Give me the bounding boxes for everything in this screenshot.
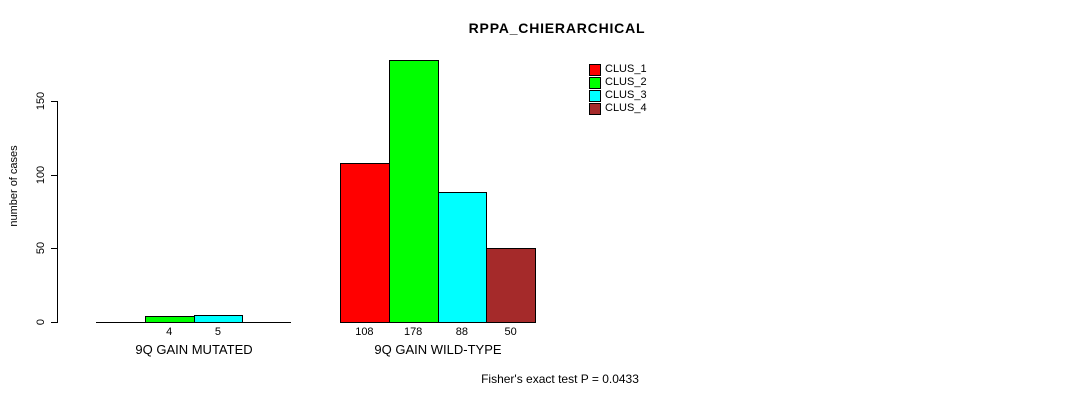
y-tick xyxy=(51,322,57,323)
y-tick-label: 0 xyxy=(35,318,47,326)
bar-clus_2-group0 xyxy=(145,316,195,323)
y-axis-line xyxy=(57,101,58,323)
legend-item-clus1: CLUS_1 xyxy=(589,63,647,76)
legend-swatch-clus1 xyxy=(589,63,601,76)
y-axis-label: number of cases xyxy=(8,145,20,227)
y-tick xyxy=(51,248,57,249)
bar-clus_2-group1 xyxy=(389,60,439,323)
bar-value-label: 178 xyxy=(403,326,423,338)
legend-swatch-clus3 xyxy=(589,89,601,102)
bar-value-label: 88 xyxy=(455,326,468,338)
y-tick-label: 100 xyxy=(35,165,47,185)
bar-clus_3-group0 xyxy=(194,315,243,323)
legend-label-clus2: CLUS_2 xyxy=(605,76,647,88)
legend-label-clus1: CLUS_1 xyxy=(605,63,647,75)
bar-value-label: 108 xyxy=(355,326,374,338)
y-tick-label: 50 xyxy=(35,241,47,255)
group-label-mutated: 9Q GAIN MUTATED xyxy=(135,342,253,357)
bar-value-label: 5 xyxy=(214,326,221,338)
fisher-test-footnote: Fisher's exact test P = 0.0433 xyxy=(481,372,639,386)
bar-clus_1-group1 xyxy=(340,163,390,323)
bar-clus_4-group1 xyxy=(486,248,536,323)
y-tick xyxy=(51,101,57,102)
legend-label-clus3: CLUS_3 xyxy=(605,89,647,101)
y-tick xyxy=(51,175,57,176)
legend-item-clus2: CLUS_2 xyxy=(589,76,647,89)
legend-swatch-clus2 xyxy=(589,76,601,89)
legend-item-clus3: CLUS_3 xyxy=(589,89,647,102)
legend-swatch-clus4 xyxy=(589,102,601,115)
bar-value-label: 4 xyxy=(166,326,173,338)
bar-clus_3-group1 xyxy=(438,192,487,323)
group-label-wildtype: 9Q GAIN WILD-TYPE xyxy=(374,342,502,357)
legend-item-clus4: CLUS_4 xyxy=(589,102,647,115)
bar-value-label: 50 xyxy=(504,326,517,338)
y-tick-label: 150 xyxy=(35,91,47,111)
legend-label-clus4: CLUS_4 xyxy=(605,102,647,114)
chart-title: RPPA_CHIERARCHICAL xyxy=(468,20,646,36)
legend: CLUS_1 CLUS_2 CLUS_3 CLUS_4 xyxy=(589,63,647,115)
